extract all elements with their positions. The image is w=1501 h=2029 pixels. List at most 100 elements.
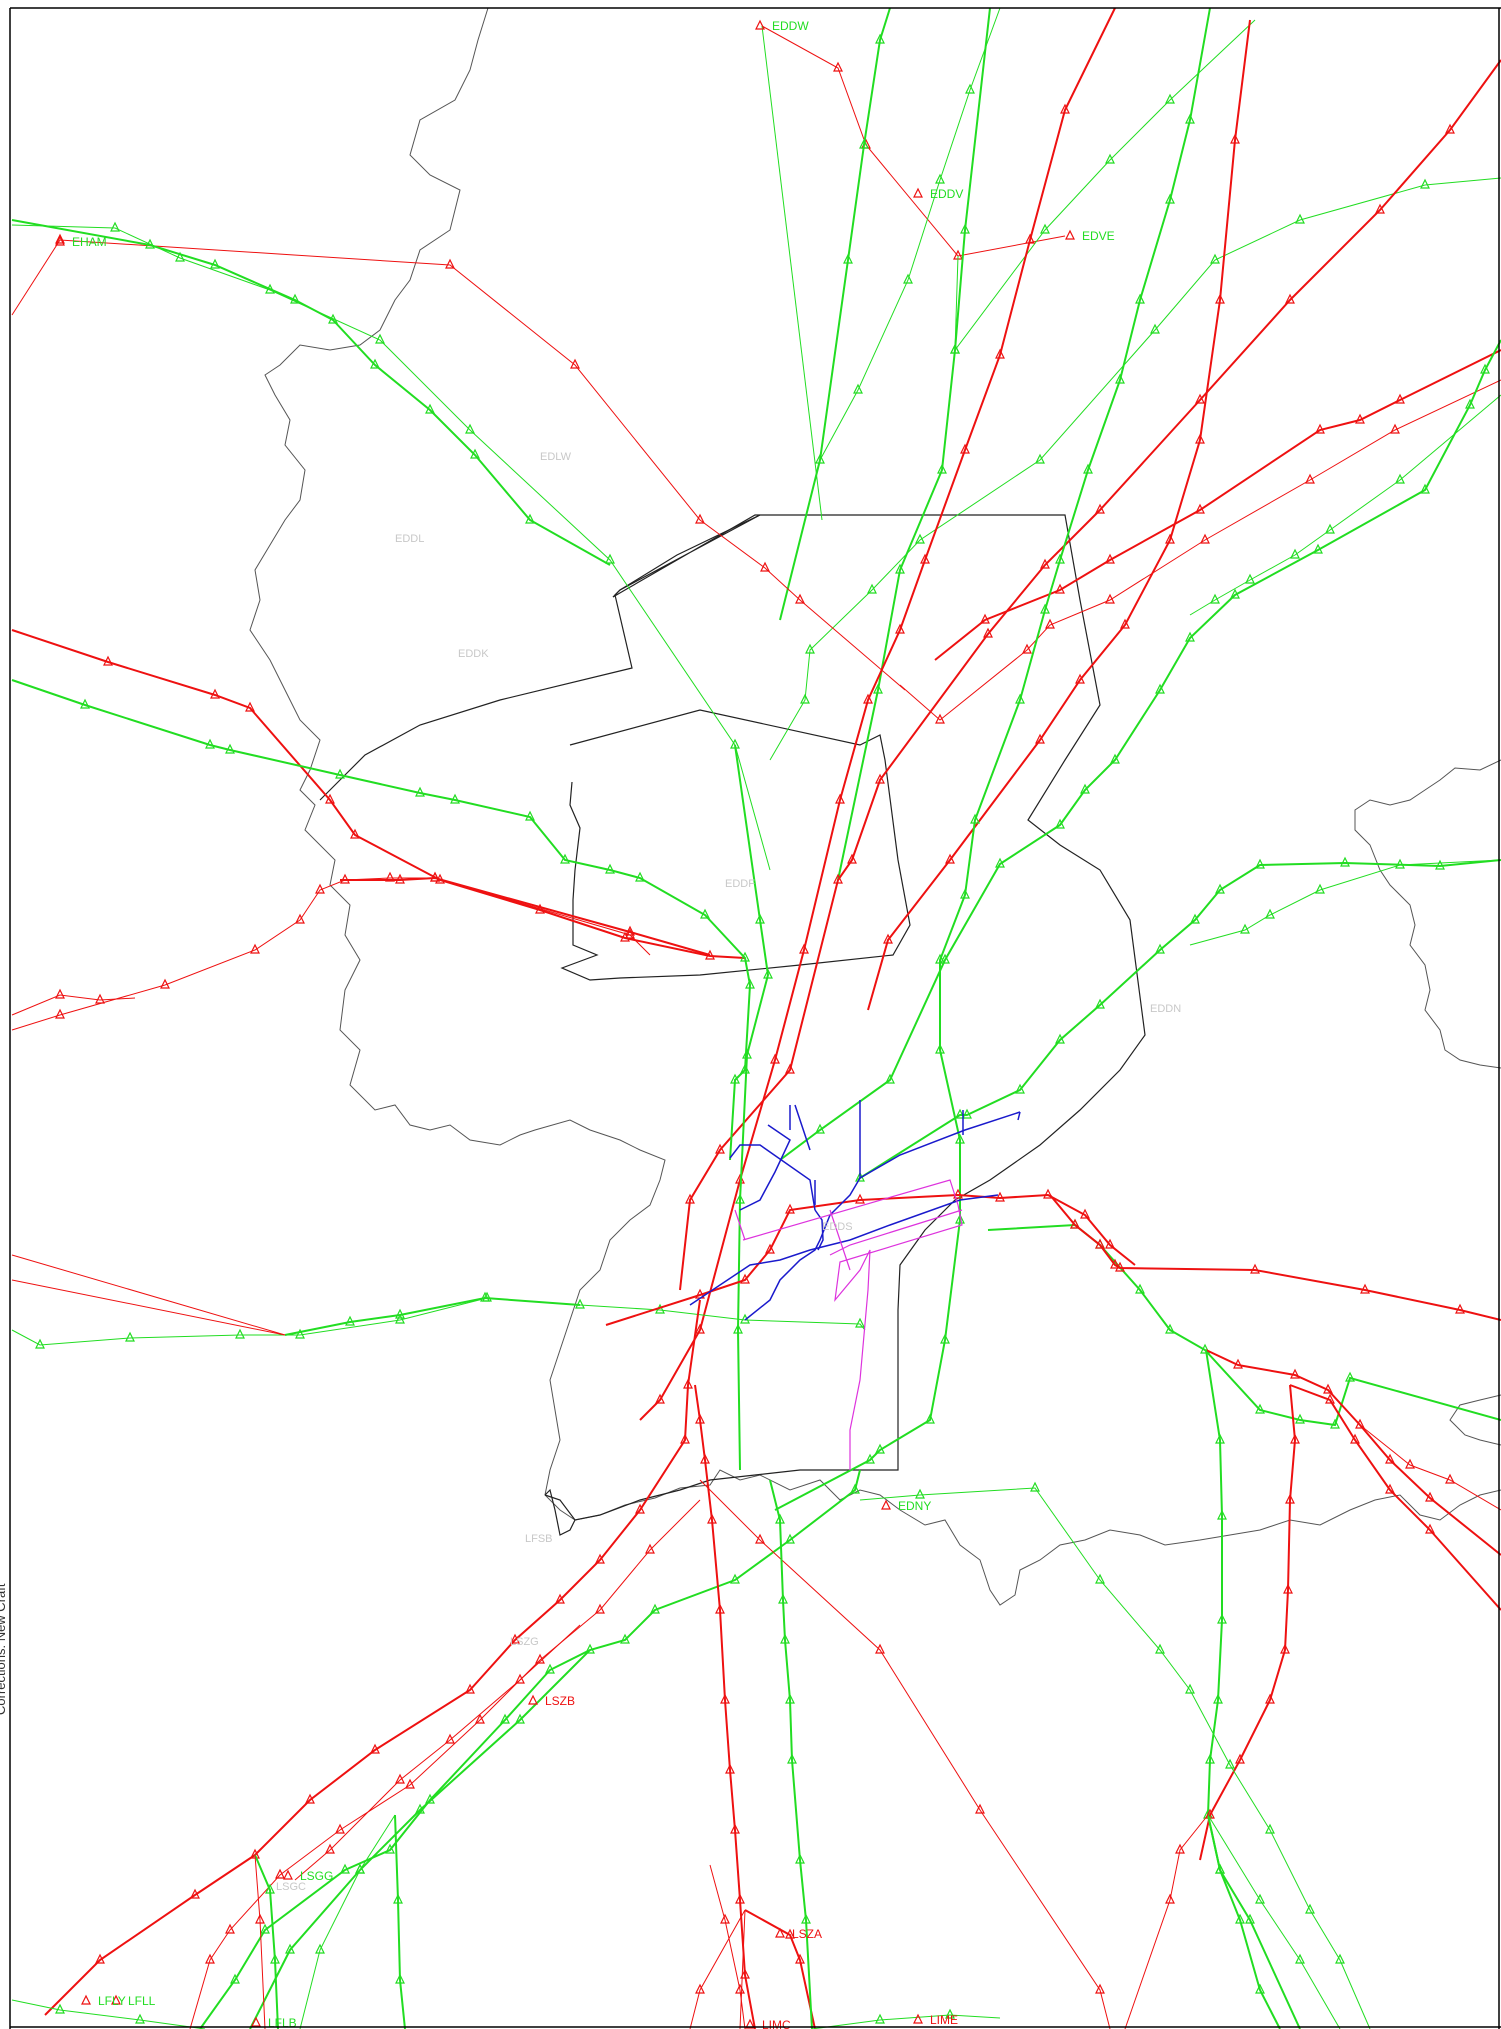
red-flight-route[interactable]: [11, 994, 136, 1016]
green-flight-route[interactable]: [857, 859, 1501, 1181]
red-flight-route[interactable]: [11, 1279, 286, 1336]
waypoint-label[interactable]: EDNY: [898, 1499, 931, 1513]
green-flight-route[interactable]: [1189, 394, 1501, 616]
waypoint-label[interactable]: EDDV: [930, 187, 963, 201]
blue-flight-route[interactable]: [794, 1104, 811, 1151]
waypoint-label[interactable]: EHAM: [72, 235, 107, 249]
green-flight-route[interactable]: [1207, 1814, 1341, 2029]
waypoint-marker: [730, 1573, 740, 1584]
green-flight-route[interactable]: [779, 7, 891, 621]
green-flight-route[interactable]: [254, 1854, 279, 2029]
waypoint-label[interactable]: LFLY: [98, 1994, 126, 2008]
magenta-flight-route[interactable]: [734, 1209, 746, 1241]
blue-flight-route[interactable]: [859, 1111, 1021, 1179]
waypoint-marker: [1295, 213, 1305, 224]
waypoint-marker: [1165, 533, 1175, 544]
red-flight-route[interactable]: [699, 1479, 1111, 2029]
waypoint-marker: [940, 953, 950, 964]
waypoint-label[interactable]: LIME: [930, 2013, 958, 2027]
red-flight-route[interactable]: [254, 1854, 266, 2029]
waypoint-label[interactable]: EDVE: [1082, 229, 1115, 243]
blue-flight-route[interactable]: [1017, 1111, 1021, 1121]
waypoint-marker: [785, 1533, 795, 1544]
blue-flight-route[interactable]: [689, 1194, 999, 1306]
green-flight-route[interactable]: [299, 1814, 396, 2029]
blue-flight-route[interactable]: [814, 1209, 824, 1251]
magenta-flight-route[interactable]: [829, 1209, 851, 1271]
magenta-flight-route[interactable]: [829, 1209, 963, 1256]
waypoint-marker: [815, 453, 825, 464]
waypoint-marker: [1465, 398, 1475, 409]
blue-flight-route[interactable]: [744, 1177, 861, 1321]
waypoint-marker: [270, 1953, 280, 1964]
red-flight-route[interactable]: [340, 876, 711, 956]
red-flight-route[interactable]: [1289, 1384, 1501, 1611]
red-flight-route[interactable]: [709, 1864, 746, 2029]
waypoint-label[interactable]: LIMC: [762, 2018, 791, 2029]
waypoint-marker: [1255, 858, 1265, 869]
green-flight-route[interactable]: [1205, 1349, 1301, 2029]
green-flight-route[interactable]: [779, 339, 1501, 1161]
green-flight-route[interactable]: [761, 25, 823, 521]
green-flight-route[interactable]: [11, 224, 771, 871]
red-flight-route[interactable]: [1205, 1349, 1501, 1556]
red-flight-route[interactable]: [1049, 1194, 1501, 1321]
red-flight-route[interactable]: [294, 1624, 581, 1881]
green-flight-route[interactable]: [249, 1649, 591, 2029]
green-flight-route[interactable]: [769, 1479, 813, 2029]
waypoint-label[interactable]: EDDW: [772, 19, 809, 33]
green-flight-route[interactable]: [819, 7, 1001, 461]
waypoint-marker: [350, 828, 360, 839]
red-flight-route[interactable]: [689, 1909, 746, 2029]
waypoint-label[interactable]: LFLL: [128, 1994, 156, 2008]
blue-flight-route[interactable]: [739, 1124, 791, 1211]
waypoint-marker: [785, 1928, 795, 1939]
red-flight-route[interactable]: [899, 379, 1501, 721]
waypoint-label[interactable]: LSZB: [545, 1694, 575, 1708]
green-flight-route[interactable]: [394, 1814, 406, 2029]
red-flight-route[interactable]: [1359, 1424, 1501, 1511]
red-flight-route[interactable]: [694, 1384, 756, 2029]
red-flight-route[interactable]: [1199, 1384, 1297, 1861]
green-flight-route[interactable]: [11, 1297, 866, 1346]
red-flight-route[interactable]: [1124, 1814, 1209, 2029]
waypoint-marker: [1215, 1433, 1225, 1444]
green-flight-route[interactable]: [1207, 1814, 1281, 2029]
green-flight-route[interactable]: [769, 177, 1501, 761]
green-flight-route[interactable]: [734, 744, 770, 1471]
waypoint-marker: [160, 978, 170, 989]
green-flight-route[interactable]: [11, 219, 611, 566]
waypoint-marker: [895, 623, 905, 634]
green-flight-route[interactable]: [1189, 859, 1501, 946]
green-flight-route[interactable]: [774, 7, 1211, 1511]
waypoint-label[interactable]: LSZA: [792, 1927, 822, 1941]
red-flight-route[interactable]: [11, 239, 906, 691]
waypoint-marker: [1325, 1393, 1335, 1404]
red-flight-route[interactable]: [739, 1909, 746, 2029]
red-flight-route[interactable]: [44, 1299, 701, 2016]
blue-flight-route[interactable]: [729, 1144, 816, 1211]
waypoint-marker: [730, 1823, 740, 1834]
green-flight-route[interactable]: [11, 1999, 206, 2029]
green-flight-route[interactable]: [859, 1487, 1371, 2029]
green-flight-route[interactable]: [837, 7, 991, 881]
red-flight-route[interactable]: [189, 1499, 701, 2029]
magenta-flight-route[interactable]: [742, 1179, 963, 1470]
green-flight-route[interactable]: [811, 2014, 1001, 2029]
waypoint-marker: [763, 968, 773, 979]
red-flight-route[interactable]: [744, 1909, 816, 2029]
green-flight-route[interactable]: [11, 679, 752, 1161]
red-flight-route[interactable]: [605, 1193, 1136, 1326]
green-flight-route[interactable]: [199, 1469, 861, 2029]
waypoint-label[interactable]: LSGG: [300, 1869, 333, 1883]
red-flight-route[interactable]: [934, 349, 1501, 661]
red-flight-route[interactable]: [11, 629, 746, 959]
red-flight-route[interactable]: [11, 1254, 286, 1336]
red-flight-route[interactable]: [867, 19, 1251, 1011]
red-flight-route[interactable]: [639, 7, 1116, 1421]
green-flight-route[interactable]: [954, 19, 1256, 352]
waypoint-label[interactable]: LFLB: [268, 2016, 297, 2029]
waypoint-marker: [915, 1488, 925, 1499]
green-flight-route[interactable]: [284, 1296, 581, 1336]
